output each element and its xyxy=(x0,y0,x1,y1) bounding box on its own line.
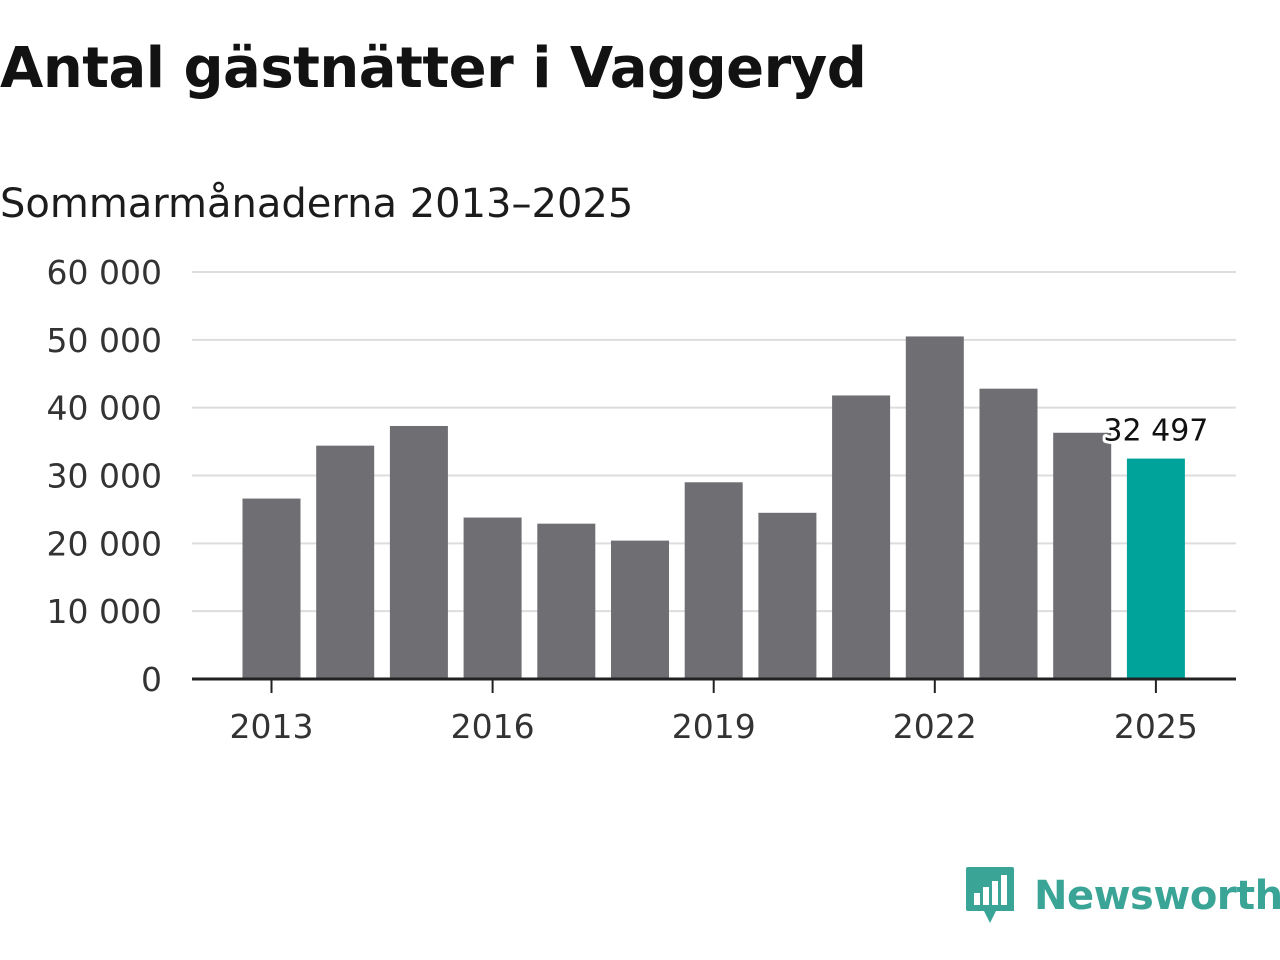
bar xyxy=(905,336,964,679)
bar xyxy=(1126,458,1185,679)
y-tick-label: 20 000 xyxy=(47,524,162,563)
x-tick-label: 2016 xyxy=(451,707,535,746)
y-tick-label: 50 000 xyxy=(47,321,162,360)
bar-chart: 0 10 000 20 000 30 000 40 000 50 000 60 000 201… xyxy=(47,253,1236,746)
newsworthy-logo: Newsworthy xyxy=(964,864,1280,928)
bar xyxy=(979,388,1038,679)
bar xyxy=(242,498,301,679)
x-tick-label: 2025 xyxy=(1114,707,1198,746)
y-tick-label: 0 xyxy=(141,660,162,699)
bar xyxy=(537,523,596,679)
x-tick-label: 2022 xyxy=(893,707,977,746)
chart-title: Antal gästnätter i Vaggeryd xyxy=(0,36,867,101)
bar xyxy=(758,512,817,679)
bar xyxy=(389,425,448,679)
bar xyxy=(684,482,743,679)
y-tick-label: 60 000 xyxy=(47,253,162,292)
x-tick-label: 2019 xyxy=(672,707,756,746)
y-tick-label: 30 000 xyxy=(47,457,162,496)
y-tick-label: 10 000 xyxy=(47,592,162,631)
chart-subtitle: Sommarmånaderna 2013–2025 xyxy=(0,181,634,227)
newsworthy-logo-icon xyxy=(966,867,1014,923)
bar xyxy=(316,445,375,679)
x-tick-label: 2013 xyxy=(230,707,314,746)
bar xyxy=(611,540,669,679)
logo-text: Newsworthy xyxy=(1034,873,1280,919)
y-tick-label: 40 000 xyxy=(47,389,162,428)
bar xyxy=(832,395,891,679)
bar xyxy=(463,517,522,679)
data-label: 32 497 xyxy=(1103,414,1208,449)
bar xyxy=(1053,432,1112,679)
